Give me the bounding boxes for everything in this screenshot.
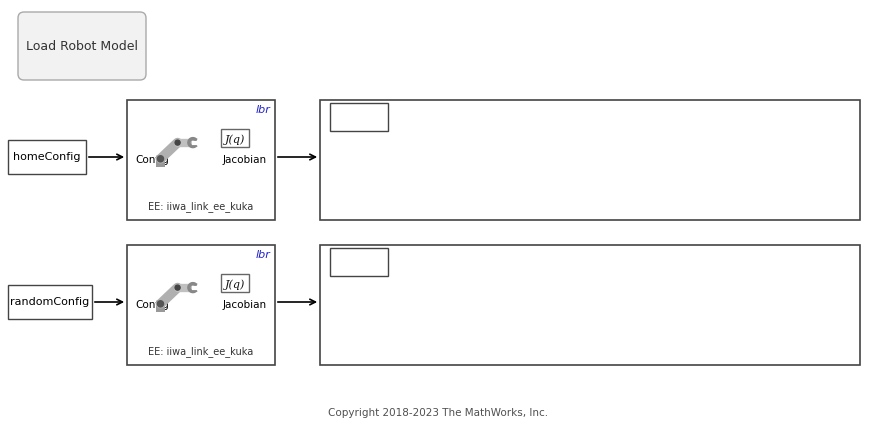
Bar [155,157,166,160]
Text: Jacobian: Jacobian [223,300,267,310]
Bar [221,274,249,292]
Bar [221,129,249,147]
Bar [127,100,275,220]
Text: homeConfig: homeConfig [13,152,81,162]
Bar [127,245,275,365]
Circle shape [175,285,180,290]
Bar [8,285,92,319]
Text: Config: Config [135,155,168,165]
Text: Jacobian: Jacobian [223,155,267,165]
Bar [155,302,166,305]
Bar [155,159,166,167]
Text: Load Robot Model: Load Robot Model [26,40,138,52]
Circle shape [157,301,163,307]
Bar [155,304,166,312]
Text: Copyright 2018-2023 The MathWorks, Inc.: Copyright 2018-2023 The MathWorks, Inc. [329,408,548,418]
Circle shape [189,284,196,292]
Circle shape [175,140,180,145]
Circle shape [189,138,196,147]
Bar [330,103,388,131]
Text: Config: Config [135,300,168,310]
Bar [320,100,860,220]
FancyBboxPatch shape [18,12,146,80]
Bar [320,245,860,365]
Text: lbr: lbr [255,105,270,115]
Bar [330,248,388,276]
Circle shape [157,156,163,162]
Text: randomConfig: randomConfig [11,297,89,307]
Text: EE: iiwa_link_ee_kuka: EE: iiwa_link_ee_kuka [148,346,253,357]
Text: J(q): J(q) [225,134,246,144]
Text: J(q): J(q) [225,279,246,290]
Text: EE: iiwa_link_ee_kuka: EE: iiwa_link_ee_kuka [148,201,253,212]
Text: lbr: lbr [255,250,270,260]
Bar [8,140,86,174]
